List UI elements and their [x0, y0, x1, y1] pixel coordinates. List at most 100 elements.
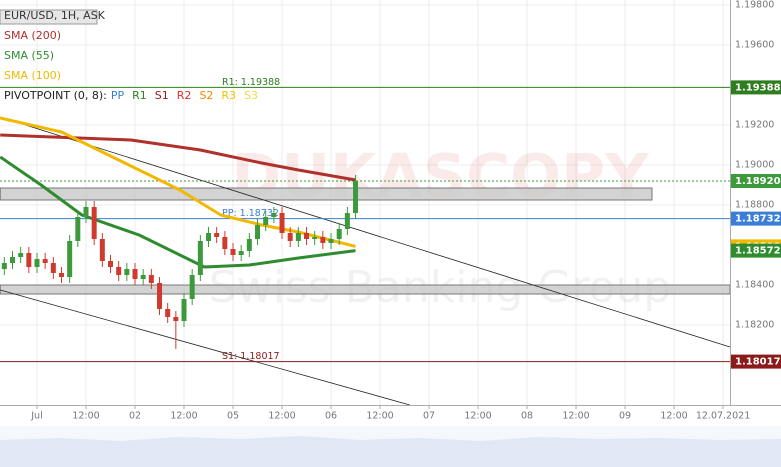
x-tick-label: 12:00 — [170, 411, 197, 422]
candle-body — [197, 241, 203, 275]
candle-body — [295, 233, 301, 241]
trendline — [0, 116, 731, 348]
candle-body — [124, 269, 130, 275]
x-tick-label: 12:00 — [268, 411, 295, 422]
x-tick-label: Jul — [30, 411, 42, 422]
pivot-legend-entry: R1 — [132, 89, 147, 102]
candle-body — [353, 181, 359, 213]
y-tick-label: 1.18200 — [735, 320, 774, 331]
plot: R1: 1.19388 PP: 1.18732 S1: 1.18017 — [0, 77, 731, 406]
pivot-legend-entry: R3 — [221, 89, 236, 102]
legend-entry: SMA (55) — [4, 49, 54, 62]
candle-body — [279, 213, 285, 233]
x-tick-label: 06 — [325, 411, 337, 422]
watermark-brand: DUKASCOPY — [231, 142, 650, 212]
x-tick-label: 08 — [521, 411, 533, 422]
candle-body — [42, 259, 48, 263]
pivot-legend-entry: S2 — [199, 89, 213, 102]
candle-body — [336, 229, 342, 239]
candle-body — [238, 251, 244, 255]
x-tick-label: 12.07.2021 — [696, 411, 750, 422]
candle-body — [189, 275, 195, 299]
sr-band — [0, 187, 653, 201]
x-tick-label: 02 — [129, 411, 141, 422]
candle-body — [108, 261, 114, 267]
candle-body — [206, 233, 212, 241]
candle-body — [132, 269, 138, 279]
pivot-badge: 1.19388 — [735, 82, 781, 93]
pivot-badge: 1.18017 — [735, 357, 781, 368]
candle-body — [287, 233, 293, 241]
candle-body — [1, 263, 7, 269]
y-tick-label: 1.18800 — [735, 200, 774, 211]
pivot-legend-entry: PP — [111, 89, 125, 102]
candle-body — [116, 267, 122, 275]
sma-line — [0, 133, 356, 182]
x-tick-label: 07 — [423, 411, 435, 422]
last-price-badge-bg — [731, 174, 781, 188]
legend-entry: SMA (200) — [4, 29, 61, 42]
sma-line — [0, 155, 356, 269]
candle-body — [214, 233, 220, 237]
candle-body — [140, 275, 146, 279]
candle-body — [83, 207, 89, 217]
candle-body — [246, 239, 252, 251]
sma-line — [0, 116, 356, 248]
pivot-legend-title: PIVOTPOINT (0, 8): — [4, 89, 107, 102]
candle-body — [320, 237, 326, 243]
pivot-badge: 1.18732 — [735, 214, 781, 225]
x-tick-label: 05 — [227, 411, 239, 422]
candle-body — [304, 233, 310, 239]
sma-badge: 1.18572 — [735, 246, 781, 257]
candle-body — [9, 257, 15, 263]
candle-body — [312, 237, 318, 239]
pivot-legend-entry: R2 — [177, 89, 192, 102]
candle-body — [50, 263, 56, 273]
y-tick-label: 1.19600 — [735, 40, 774, 51]
candle-body — [26, 253, 32, 267]
pivot-badge-bg — [731, 354, 781, 369]
y-tick-label: 1.19200 — [735, 120, 774, 131]
symbol-box — [0, 9, 98, 25]
candle-body — [181, 299, 187, 321]
x-tick-label: 12:00 — [366, 411, 393, 422]
candle-body — [148, 275, 154, 283]
y-tick-label: 1.19800 — [735, 0, 774, 11]
pivot-legend-entry: S1 — [155, 89, 169, 102]
last-price-badge: 1.18920 — [735, 176, 781, 187]
candle-body — [75, 217, 81, 241]
y-tick-label: 1.19000 — [735, 160, 774, 171]
navigator-area — [0, 436, 781, 467]
sr-band — [0, 284, 731, 295]
legend-entry: SMA (100) — [4, 69, 61, 82]
symbol-title: EUR/USD, 1H, ASK — [4, 9, 106, 22]
candle-body — [67, 241, 73, 277]
candle-body — [328, 239, 334, 243]
pivot-label: S1: 1.18017 — [222, 351, 280, 362]
candle-body — [99, 239, 105, 261]
pivot-label: R1: 1.19388 — [222, 77, 280, 88]
candle-body — [157, 283, 163, 309]
sma-badge-bg — [731, 243, 781, 258]
pivot-badge-bg — [731, 211, 781, 226]
candle-body — [255, 225, 261, 239]
pivot-label: PP: 1.18732 — [222, 208, 279, 219]
y-tick-label: 1.18400 — [735, 280, 774, 291]
candle-body — [59, 273, 65, 277]
candle-body — [91, 207, 97, 239]
pivot-legend-entry: S3 — [244, 89, 258, 102]
trendline — [0, 289, 410, 406]
candle-body — [230, 249, 236, 255]
candle-body — [271, 213, 277, 217]
candle-body — [263, 217, 269, 225]
x-tick-label: 12:00 — [562, 411, 589, 422]
candle-body — [165, 309, 171, 317]
navigator — [0, 426, 781, 467]
x-tick-label: 12:00 — [72, 411, 99, 422]
legend: EUR/USD, 1H, ASK SMA (200) SMA (55) SMA (1… — [0, 9, 258, 102]
candle-body — [222, 237, 228, 249]
candle-body — [18, 253, 24, 257]
candle-body — [344, 213, 350, 229]
